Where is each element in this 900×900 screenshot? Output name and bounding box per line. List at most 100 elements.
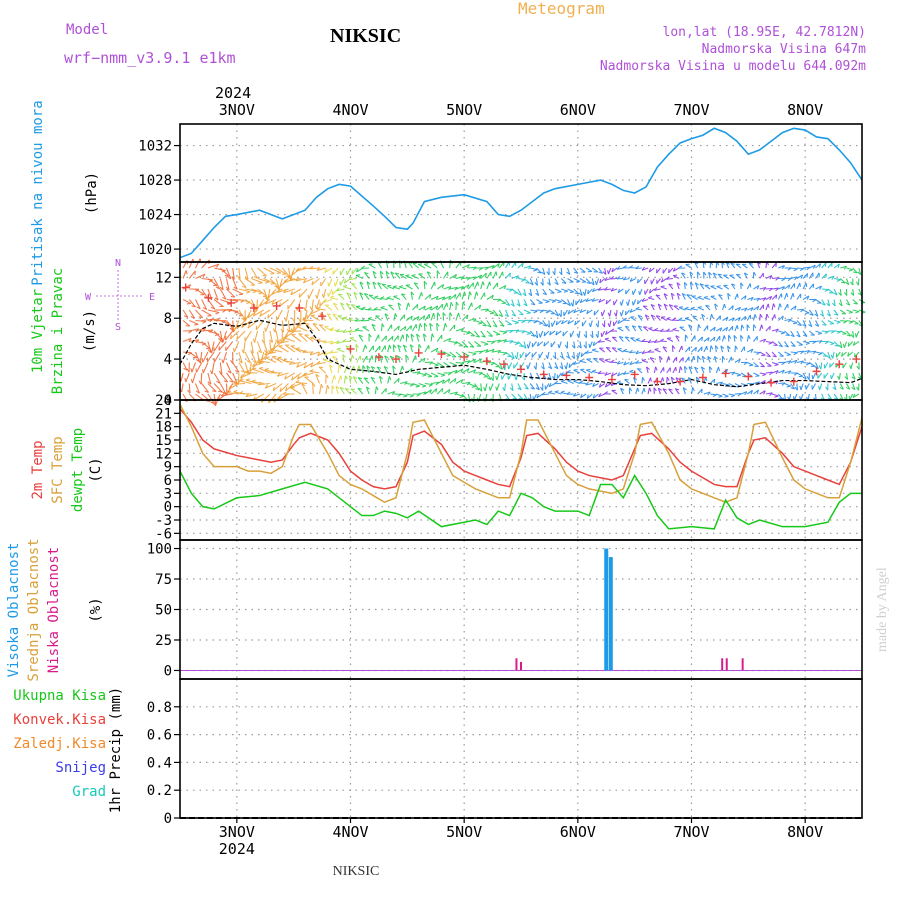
wind-arrow-head bbox=[666, 317, 671, 320]
wind-arrow-head bbox=[207, 349, 212, 353]
wind-arrow-head bbox=[252, 338, 256, 343]
wind-arrow-head bbox=[836, 279, 841, 282]
wind-arrow-head bbox=[598, 392, 602, 397]
wind-arrow bbox=[633, 377, 637, 384]
wind-arrow-head bbox=[647, 349, 652, 353]
wind-arrow bbox=[657, 303, 662, 311]
wind-arrow bbox=[289, 330, 301, 333]
wind-arrow bbox=[182, 309, 189, 318]
wind-arrow bbox=[771, 303, 774, 311]
wind-arrow-head bbox=[471, 302, 473, 307]
wind-arrow bbox=[753, 297, 760, 301]
wind-arrow-head bbox=[415, 355, 417, 360]
wind-arrow-head bbox=[814, 324, 819, 327]
wind-arrow bbox=[443, 271, 449, 279]
wind-arrow-head bbox=[589, 334, 594, 339]
station-title: NIKSIC bbox=[330, 25, 401, 47]
wind-arrow bbox=[573, 288, 580, 295]
wind-arrow bbox=[467, 282, 474, 290]
wind-arrow-head bbox=[524, 387, 529, 390]
wind-arrow bbox=[312, 383, 314, 395]
wind-arrow-head bbox=[781, 265, 785, 270]
wind-arrow bbox=[201, 341, 211, 350]
wind-arrow bbox=[486, 265, 495, 269]
wind-arrow bbox=[474, 304, 481, 311]
wind-arrow-head bbox=[811, 375, 814, 380]
wind-arrow bbox=[850, 362, 854, 370]
wind-arrow bbox=[567, 278, 574, 283]
cloud-high-axis-title: Visoka Oblacnost bbox=[6, 543, 22, 678]
wind-arrow bbox=[617, 348, 624, 353]
wind-arrow bbox=[579, 341, 582, 349]
wind-arrow-head bbox=[834, 344, 839, 347]
wind-arrow-head bbox=[805, 282, 808, 288]
wind-arrow-head bbox=[806, 376, 810, 380]
wind-arrow bbox=[517, 341, 524, 347]
wind-arrow bbox=[517, 309, 524, 316]
wind-arrow bbox=[180, 372, 184, 382]
wind-arrow-head bbox=[563, 290, 568, 293]
grid-lines bbox=[180, 124, 862, 819]
wind-arrow-head bbox=[483, 375, 488, 378]
wind-arrow-head bbox=[832, 386, 837, 391]
wind-arrow-head bbox=[209, 349, 213, 354]
wind-arrow-head bbox=[769, 326, 771, 331]
y-tick-label: 0 bbox=[164, 663, 172, 679]
wind-arrow-head bbox=[437, 312, 441, 317]
wind-arrow bbox=[796, 383, 798, 391]
wind-arrow bbox=[511, 261, 517, 269]
wind-arrow-head bbox=[380, 296, 385, 299]
wind-arrow bbox=[492, 271, 497, 279]
wind-arrow bbox=[648, 327, 655, 332]
wind-arrow-head bbox=[233, 327, 235, 332]
wind-arrow bbox=[777, 293, 782, 300]
wind-arrow-head bbox=[478, 304, 482, 310]
wind-arrow-head bbox=[333, 282, 336, 287]
wind-arrow-head bbox=[659, 355, 663, 360]
wind-arrow bbox=[802, 340, 810, 344]
wind-arrow bbox=[455, 393, 464, 397]
wind-arrow bbox=[802, 372, 807, 380]
wind-arrow bbox=[684, 346, 691, 353]
wind-arrow bbox=[412, 262, 420, 269]
wind-arrow bbox=[611, 336, 618, 342]
wind-arrow bbox=[827, 299, 831, 307]
wind-arrow bbox=[292, 320, 296, 333]
wind-arrow bbox=[821, 262, 827, 269]
wind-arrow-head bbox=[327, 282, 330, 287]
wind-arrow-head bbox=[333, 302, 338, 306]
y-tick-label: 100 bbox=[147, 542, 172, 558]
wind-arrow-head bbox=[441, 284, 445, 289]
wind-arrow bbox=[815, 330, 822, 334]
wind-arrow bbox=[406, 382, 414, 386]
wind-arrow-head bbox=[744, 391, 748, 396]
axis-labels: 102010241028103204812-6-3036912151821240… bbox=[6, 100, 823, 858]
gust-marker bbox=[295, 304, 304, 312]
wind-arrow-head bbox=[826, 313, 831, 317]
wind-arrow-head bbox=[642, 377, 645, 382]
wind-arrow-head bbox=[351, 282, 356, 285]
wind-arrow-head bbox=[573, 392, 577, 397]
wind-arrow bbox=[257, 267, 267, 277]
wind-arrow-head bbox=[389, 344, 392, 349]
wind-arrow bbox=[501, 372, 506, 380]
wind-arrow-head bbox=[285, 275, 290, 278]
wind-arrow-head bbox=[432, 312, 436, 318]
wind-arrow bbox=[461, 264, 470, 269]
wind-arrow-head bbox=[707, 391, 711, 396]
wind-arrow bbox=[839, 278, 846, 284]
wind-arrow bbox=[654, 329, 661, 332]
wind-arrow-head bbox=[755, 375, 760, 377]
wind-arrow-head bbox=[555, 320, 558, 326]
wind-arrow bbox=[593, 393, 599, 399]
wind-arrow-head bbox=[362, 365, 366, 370]
wind-arrow-head bbox=[502, 271, 504, 276]
wind-arrow-head bbox=[619, 336, 624, 339]
wind-arrow-head bbox=[689, 271, 694, 276]
wind-arrow-head bbox=[358, 377, 363, 380]
wind-arrow bbox=[381, 387, 387, 395]
wind-arrow-head bbox=[375, 386, 379, 391]
wind-arrow bbox=[709, 336, 716, 342]
wind-arrow-head bbox=[410, 344, 414, 348]
wind-arrow-head bbox=[462, 301, 466, 306]
